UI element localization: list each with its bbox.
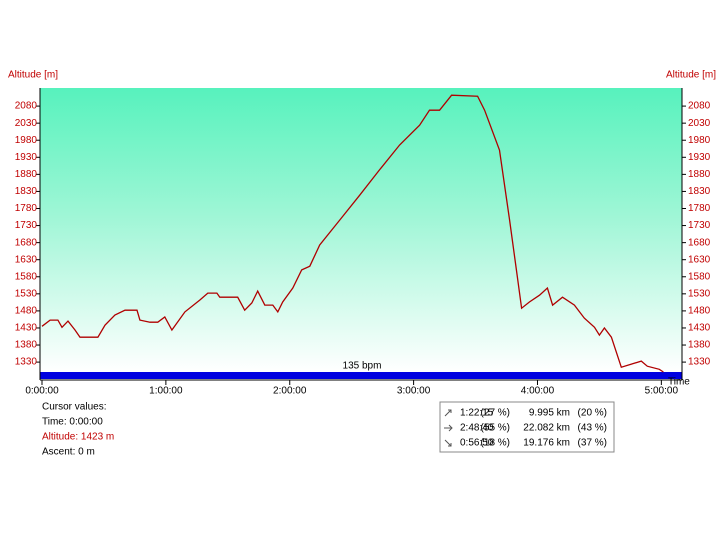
x-tick-label: 3:00:00 xyxy=(397,386,431,397)
plot-background xyxy=(40,88,682,372)
stats-box xyxy=(439,401,615,453)
stats-text: (55 %) xyxy=(481,423,510,434)
x-tick-label: 5:00:00 xyxy=(645,386,679,397)
y-tick-label: 1330 xyxy=(15,357,38,368)
stats-icons xyxy=(444,409,453,447)
y-tick-label: 2030 xyxy=(688,118,711,129)
y-tick-label: 1680 xyxy=(15,237,38,248)
y-tick-label: 1980 xyxy=(15,135,38,146)
y-tick-label: 1580 xyxy=(15,271,38,282)
y-tick-label: 1480 xyxy=(15,306,38,317)
heart-rate-bar xyxy=(40,372,682,379)
y-tick-label: 1780 xyxy=(15,203,38,214)
stats-text: 9.995 km xyxy=(529,408,570,419)
stats-text: (37 %) xyxy=(578,438,607,449)
y-tick-label: 1880 xyxy=(15,169,38,180)
y-tick-label: 1930 xyxy=(15,152,38,163)
stats-text: 1:22:15 xyxy=(460,408,494,419)
y-tick-label: 1630 xyxy=(688,254,711,265)
stats-text: (27 %) xyxy=(481,408,510,419)
y-tick-label: 2030 xyxy=(15,118,38,129)
annotation: 135 bpm xyxy=(343,361,382,372)
cursor-text: Time: 0:00:00 xyxy=(42,417,103,428)
y-tick-label: 1730 xyxy=(15,220,38,231)
x-tick-label: 0:00:00 xyxy=(25,386,59,397)
y-tick-label: 1380 xyxy=(688,340,711,351)
y-tick-label: 1630 xyxy=(15,254,38,265)
stats-text: 0:56:50 xyxy=(460,438,494,449)
y-tick-label: 1530 xyxy=(15,288,38,299)
y-tick-label: 2080 xyxy=(688,101,711,112)
y-tick-label: 1380 xyxy=(15,340,38,351)
y-tick-label: 1730 xyxy=(688,220,711,231)
cursor-text: Cursor values: xyxy=(42,402,106,413)
y-tick-label: 1680 xyxy=(688,237,711,248)
x-tick-label: 2:00:00 xyxy=(273,386,307,397)
y-tick-label: 1880 xyxy=(688,169,711,180)
y-tick-label: 1580 xyxy=(688,271,711,282)
y-tick-label: 1830 xyxy=(15,186,38,197)
stats-panel: 1:22:15(27 %) 9.995 km (20 %) 2:48:40(55 %)… xyxy=(460,408,607,449)
y-tick-label: 1430 xyxy=(688,323,711,334)
y-tick-label: 1330 xyxy=(688,357,711,368)
stats-text: (43 %) xyxy=(578,423,607,434)
x-tick-label: 1:00:00 xyxy=(149,386,183,397)
x-tick-label: 4:00:00 xyxy=(521,386,555,397)
y-tick-label: 1780 xyxy=(688,203,711,214)
y-tick-label: 1530 xyxy=(688,288,711,299)
cursor-panel: Cursor values: Time: 0:00:00 Altitude: 142… xyxy=(42,402,114,458)
y-tick-label: 1830 xyxy=(688,186,711,197)
x-axis-title: Time xyxy=(668,377,690,388)
stats-text: 19.176 km xyxy=(523,438,570,449)
y-tick-label: 1480 xyxy=(688,306,711,317)
stats-text: (18 %) xyxy=(481,438,510,449)
y-tick-label: 1980 xyxy=(688,135,711,146)
y-tick-label: 2080 xyxy=(15,101,38,112)
cursor-text: Altitude: 1423 m xyxy=(42,432,114,443)
altitude-line xyxy=(41,94,664,373)
y-axis-title-right: Altitude [m] xyxy=(666,70,716,81)
stats-text: (20 %) xyxy=(578,408,607,419)
y-axis-title-left: Altitude [m] xyxy=(8,70,58,81)
y-tick-label: 1430 xyxy=(15,323,38,334)
stats-text: 22.082 km xyxy=(523,423,570,434)
cursor-text: Ascent: 0 m xyxy=(42,447,95,458)
stats-text: 2:48:40 xyxy=(460,423,494,434)
y-tick-label: 1930 xyxy=(688,152,711,163)
